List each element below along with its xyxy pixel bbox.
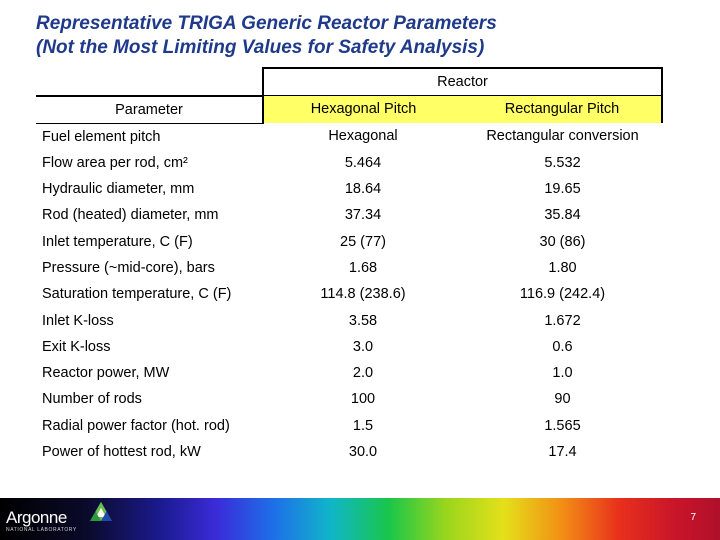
parameter-cell: Pressure (~mid-core), bars xyxy=(42,259,215,276)
rectangular-value-cell: Rectangular conversion xyxy=(486,128,639,145)
parameter-cell: Hydraulic diameter, mm xyxy=(42,181,195,198)
rectangular-value-cell: 90 xyxy=(554,391,571,408)
table-row: Inlet K-loss 3.58 1.672 xyxy=(36,308,662,334)
hexagonal-value-cell: 1.5 xyxy=(352,417,374,434)
hexagonal-value-cell: 37.34 xyxy=(344,207,382,224)
rectangular-value-cell: 1.80 xyxy=(548,259,577,276)
hexagonal-value-cell: 30.0 xyxy=(348,444,378,461)
rectangular-value-cell: 1.565 xyxy=(544,417,581,434)
parameters-table-container: Reactor Parameter Hexagonal Pitch Rectan… xyxy=(36,67,663,465)
parameter-cell: Number of rods xyxy=(42,391,142,408)
parameter-cell: Power of hottest rod, kW xyxy=(42,444,201,461)
hexagonal-value-cell: 3.58 xyxy=(348,312,378,329)
parameter-header: Parameter xyxy=(36,94,263,124)
table-row: Hydraulic diameter, mm 18.64 19.65 xyxy=(36,176,662,202)
rectangular-value-cell: 116.9 (242.4) xyxy=(519,286,606,303)
parameter-cell: Radial power factor (hot. rod) xyxy=(42,417,230,434)
parameter-cell: Saturation temperature, C (F) xyxy=(42,286,232,303)
table-row: Flow area per rod, cm² 5.464 5.532 xyxy=(36,150,662,176)
hexagonal-value-cell: 100 xyxy=(350,391,376,408)
rectangular-value-cell: 17.4 xyxy=(548,444,577,461)
table-row: Exit K-loss 3.0 0.6 xyxy=(36,334,662,360)
hexagonal-value-cell: Hexagonal xyxy=(328,128,398,145)
rectangular-value-cell: 0.6 xyxy=(552,338,573,355)
rectangular-value-cell: 35.84 xyxy=(544,207,581,224)
parameter-cell: Reactor power, MW xyxy=(42,365,170,382)
rectangular-value-cell: 5.532 xyxy=(544,154,581,171)
footer-bar: Argonne NATIONAL LABORATORY 7 xyxy=(0,498,720,540)
argonne-logo: Argonne NATIONAL LABORATORY xyxy=(6,502,112,533)
parameter-cell: Inlet temperature, C (F) xyxy=(42,233,193,250)
logo-text: Argonne xyxy=(6,508,67,527)
hexagonal-value-cell: 25 (77) xyxy=(340,233,386,250)
hexagonal-value-cell: 3.0 xyxy=(352,338,374,355)
table-row: Radial power factor (hot. rod) 1.5 1.565 xyxy=(36,413,662,439)
rectangular-value-cell: 1.672 xyxy=(544,312,581,329)
parameter-cell: Rod (heated) diameter, mm xyxy=(42,207,219,224)
table-row: Fuel element pitch Hexagonal Rectangular c… xyxy=(36,123,662,150)
hexagonal-value-cell: 1.68 xyxy=(348,259,378,276)
table-row: Reactor power, MW 2.0 1.0 xyxy=(36,360,662,386)
hexagonal-value-cell: 2.0 xyxy=(352,365,374,382)
parameters-table: Reactor Parameter Hexagonal Pitch Rectan… xyxy=(36,67,663,465)
parameters-table-body: Fuel element pitch Hexagonal Rectangular c… xyxy=(36,123,662,465)
rectangular-value-cell: 1.0 xyxy=(552,365,573,382)
table-row: Saturation temperature, C (F) 114.8 (238.… xyxy=(36,281,662,307)
empty-header-cell xyxy=(36,68,263,96)
hexagonal-pitch-header: Hexagonal Pitch xyxy=(262,95,463,123)
reactor-group-header: Reactor xyxy=(262,67,663,96)
parameter-cell: Flow area per rod, cm² xyxy=(42,154,188,171)
group-header-row: Reactor xyxy=(36,67,663,96)
table-row: Rod (heated) diameter, mm 37.34 35.84 xyxy=(36,202,662,228)
argonne-triangle-icon xyxy=(90,502,112,521)
table-row: Pressure (~mid-core), bars 1.68 1.80 xyxy=(36,255,662,281)
hexagonal-value-cell: 5.464 xyxy=(344,154,382,171)
column-header-row: Parameter Hexagonal Pitch Rectangular Pi… xyxy=(36,94,663,124)
table-row: Power of hottest rod, kW 30.0 17.4 xyxy=(36,439,662,465)
title-line-1: Representative TRIGA Generic Reactor Par… xyxy=(36,13,497,34)
rectangular-value-cell: 30 (86) xyxy=(539,233,586,250)
logo-subtext: NATIONAL LABORATORY xyxy=(6,527,77,533)
table-row: Inlet temperature, C (F) 25 (77) 30 (86) xyxy=(36,229,662,255)
title-line-2: (Not the Most Limiting Values for Safety… xyxy=(36,37,485,58)
hexagonal-value-cell: 114.8 (238.6) xyxy=(320,286,406,303)
page-number: 7 xyxy=(690,512,696,523)
parameter-cell: Inlet K-loss xyxy=(42,312,114,329)
parameter-cell: Fuel element pitch xyxy=(42,128,161,145)
rectangular-value-cell: 19.65 xyxy=(544,181,581,198)
rectangular-pitch-header: Rectangular Pitch xyxy=(463,95,663,123)
table-row: Number of rods 100 90 xyxy=(36,386,662,412)
parameter-cell: Exit K-loss xyxy=(42,338,111,355)
hexagonal-value-cell: 18.64 xyxy=(344,181,382,198)
slide-title: Representative TRIGA Generic Reactor Par… xyxy=(36,12,497,60)
